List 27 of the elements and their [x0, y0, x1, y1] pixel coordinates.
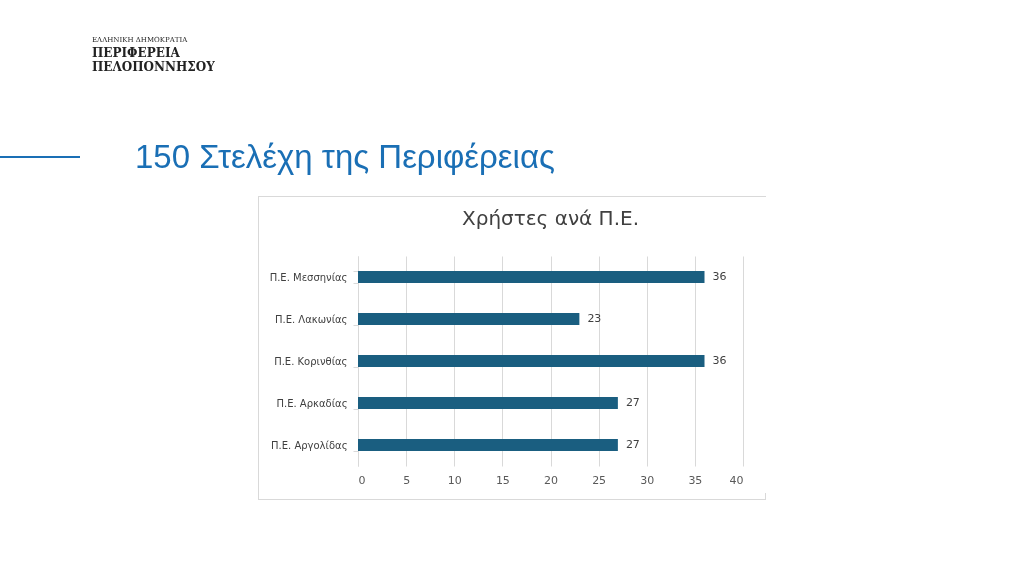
bar — [358, 397, 618, 409]
bar — [358, 439, 618, 451]
chart-title: 150 Στελέχη της Περιφέρειας — [135, 138, 555, 176]
x-tick-label: 20 — [544, 473, 558, 487]
x-tick-label: 5 — [403, 473, 411, 487]
bar — [358, 355, 705, 367]
bar — [358, 271, 705, 283]
data-label: 36 — [712, 354, 727, 367]
data-label: 23 — [587, 312, 602, 325]
x-tick-label: 30 — [640, 473, 655, 487]
y-tick-label: Π.Ε. Αργολίδας — [271, 439, 348, 451]
x-tick-label: 40 — [729, 473, 744, 487]
x-tick-label: 25 — [592, 473, 607, 487]
x-tick-label: 0 — [358, 473, 366, 487]
y-tick-label: Π.Ε. Αρκαδίας — [276, 397, 348, 409]
x-tick-label: 35 — [688, 473, 703, 487]
data-label: 36 — [712, 270, 727, 283]
chart-subtitle: Χρήστες ανά Π.Ε. — [462, 206, 639, 230]
text: ΠΕΡΙΦΕΡΕΙΑ ΠΕΛΟΠΟΝΝΗΣΟΥ — [92, 46, 216, 74]
data-label: 27 — [625, 438, 640, 451]
bar — [358, 313, 580, 325]
x-tick-label: 10 — [447, 473, 462, 487]
data-label: 27 — [625, 396, 640, 409]
y-tick-label: Π.Ε. Κορινθίας — [274, 355, 348, 367]
y-tick-label: Π.Ε. Μεσσηνίας — [269, 271, 348, 283]
x-tick-label: 15 — [495, 473, 510, 487]
y-tick-label: Π.Ε. Λακωνίας — [274, 313, 348, 325]
